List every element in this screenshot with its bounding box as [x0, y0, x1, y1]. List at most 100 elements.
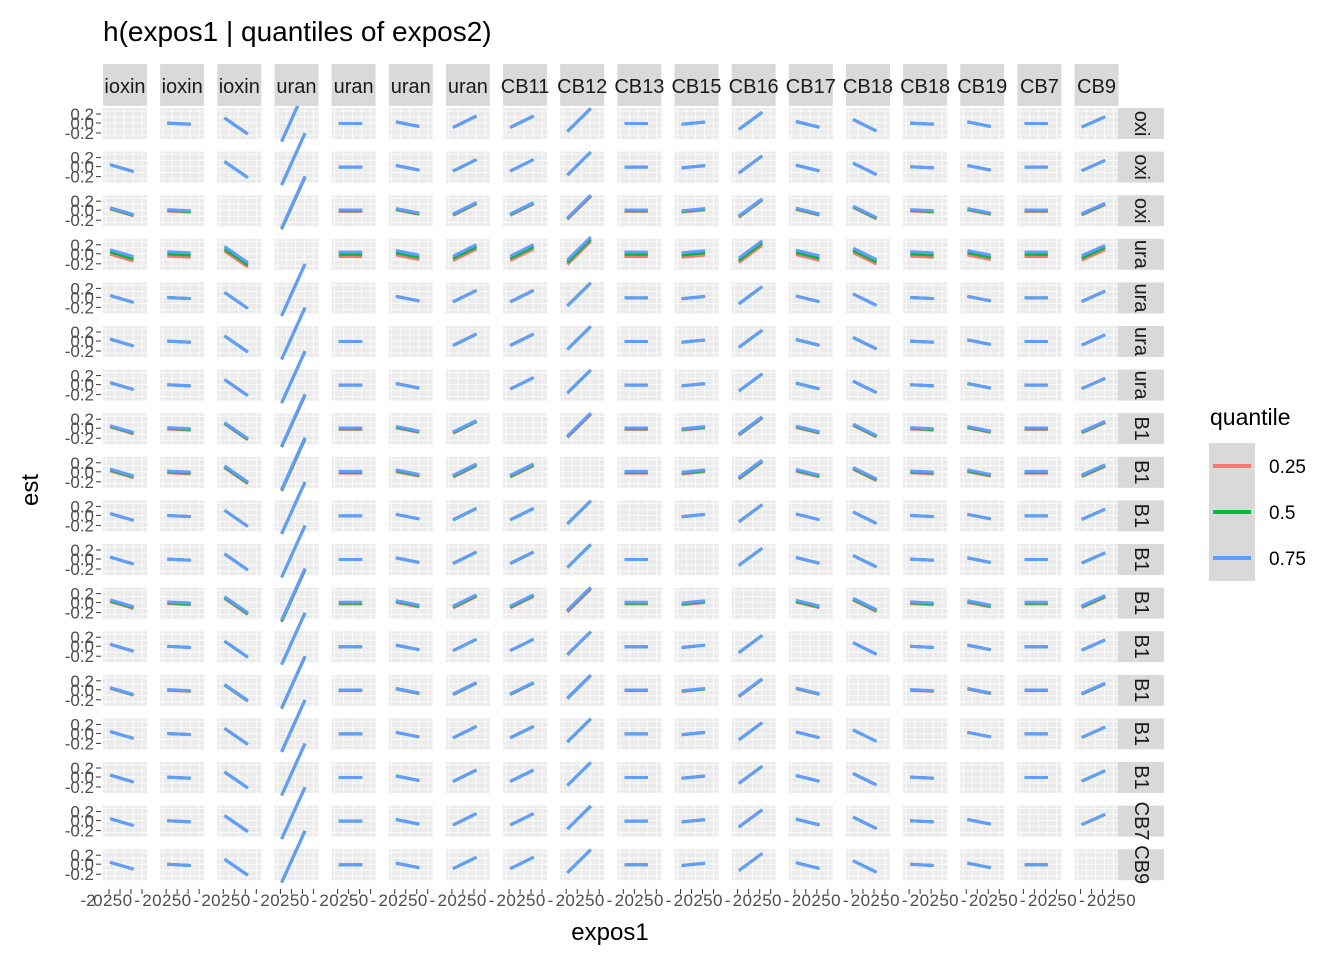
- series-line-q0.75: [910, 644, 934, 649]
- facet-panel: [1017, 805, 1062, 837]
- row-strip-label: B1: [1130, 634, 1152, 658]
- series-line-q0.75: [681, 643, 706, 649]
- facet-panel: [274, 393, 319, 448]
- row-strip-label: B1: [1130, 504, 1152, 528]
- facet-panel: [445, 544, 490, 575]
- series-line-q0.75: [167, 514, 191, 519]
- facet-panel: [388, 805, 433, 837]
- y-tick-label: -0.2: [65, 124, 94, 143]
- facet-panel: [445, 151, 490, 183]
- panel-background: [560, 413, 605, 445]
- series-line-q0.75: [681, 599, 706, 605]
- facet-panel: [731, 413, 776, 445]
- series-line-q0.75: [395, 468, 420, 476]
- facet-panel: [903, 762, 948, 793]
- series-line-q0.75: [223, 245, 249, 264]
- series-line-q0.75: [452, 507, 478, 522]
- y-tick-label: -0.2: [65, 255, 94, 274]
- panel-background: [731, 151, 776, 183]
- panel-background: [274, 805, 319, 837]
- facet-panel: [617, 500, 662, 532]
- panel-background: [788, 369, 833, 401]
- row-strip: [1118, 762, 1164, 793]
- y-tick-label: -0.2: [65, 168, 94, 187]
- y-tick-label: -0.2: [65, 516, 94, 535]
- panel-background: [560, 718, 605, 750]
- facet-panel: [788, 369, 833, 401]
- series-line-q0.25: [737, 244, 764, 264]
- series-line-q0.75: [737, 415, 764, 436]
- facet-panel: [1017, 762, 1062, 793]
- facet-panel: [960, 500, 1005, 532]
- panel-background: [731, 762, 776, 793]
- facet-panel: [217, 674, 262, 706]
- y-tick-label: -0.2: [65, 604, 94, 623]
- facet-panel: [788, 762, 833, 793]
- series-line-q0.75: [967, 556, 992, 564]
- y-tick-label: 0.0: [70, 637, 94, 656]
- y-tick-label: -0.2: [65, 298, 94, 317]
- series-line-q0.75: [167, 557, 191, 562]
- facet-panel: [788, 108, 833, 139]
- facet-panel: [160, 587, 205, 619]
- panel-background: [103, 762, 147, 793]
- panel-background: [845, 631, 890, 663]
- column-strip-label: CB12: [557, 76, 607, 98]
- panel-background: [731, 849, 776, 881]
- panel-background: [845, 195, 890, 227]
- series-line-q0.75: [1081, 289, 1106, 303]
- panel-background: [217, 718, 262, 750]
- facet-panel: [1017, 500, 1062, 532]
- panel-background: [274, 108, 319, 139]
- panel-background: [560, 456, 605, 488]
- facet-panel: [160, 500, 205, 532]
- facet-panel: [274, 481, 319, 535]
- column-strip-label: uran: [334, 76, 374, 98]
- facet-panel: [674, 849, 719, 881]
- y-tick-label: -0.2: [65, 386, 94, 405]
- facet-panel: [217, 762, 262, 793]
- facet-panel: [960, 282, 1005, 314]
- series-line-q0.75: [795, 206, 820, 216]
- series-line-q0.75: [280, 175, 307, 229]
- facet-panel: [788, 456, 833, 488]
- series-line-q0.75: [395, 686, 420, 695]
- series-line-q0.75: [681, 730, 706, 737]
- series-line-q0.75: [223, 770, 249, 790]
- series-line-q0.5: [566, 238, 592, 264]
- series-line-q0.75: [795, 424, 820, 434]
- facet-panel: [560, 456, 605, 488]
- facet-panel: [388, 282, 433, 314]
- facet-panel: [903, 587, 948, 619]
- column-strip-label: CB13: [614, 76, 664, 98]
- facet-panel: [1074, 544, 1119, 575]
- facet-panel: [331, 718, 376, 750]
- facet-panel: [503, 500, 548, 532]
- series-line-q0.75: [967, 818, 992, 826]
- facet-panel: [1074, 238, 1119, 270]
- series-line-q0.5: [967, 251, 992, 259]
- series-line-q0.75: [1081, 551, 1106, 565]
- facet-panel: [1017, 631, 1062, 663]
- facet-panel: [103, 500, 147, 532]
- facet-panel: [845, 718, 890, 750]
- column-strip-label: CB9: [1077, 76, 1116, 98]
- panel-background: [503, 718, 548, 750]
- row-strip-label: B1: [1130, 460, 1152, 484]
- panel-background: [845, 587, 890, 619]
- facet-panel: [274, 175, 319, 230]
- facet-panel: [617, 587, 662, 619]
- facet-panel: [845, 238, 890, 270]
- column-strip: [274, 64, 319, 106]
- facet-panel: [274, 743, 319, 797]
- series-line-q0.75: [737, 634, 764, 654]
- panel-background: [274, 151, 319, 183]
- facet-panel: [331, 195, 376, 227]
- facet-panel: [674, 587, 719, 619]
- panel-background: [845, 718, 890, 750]
- facet-panel: [560, 630, 605, 663]
- series-line-q0.75: [1081, 812, 1106, 827]
- series-line-q0.5: [395, 251, 420, 259]
- facet-panel: [1074, 674, 1119, 706]
